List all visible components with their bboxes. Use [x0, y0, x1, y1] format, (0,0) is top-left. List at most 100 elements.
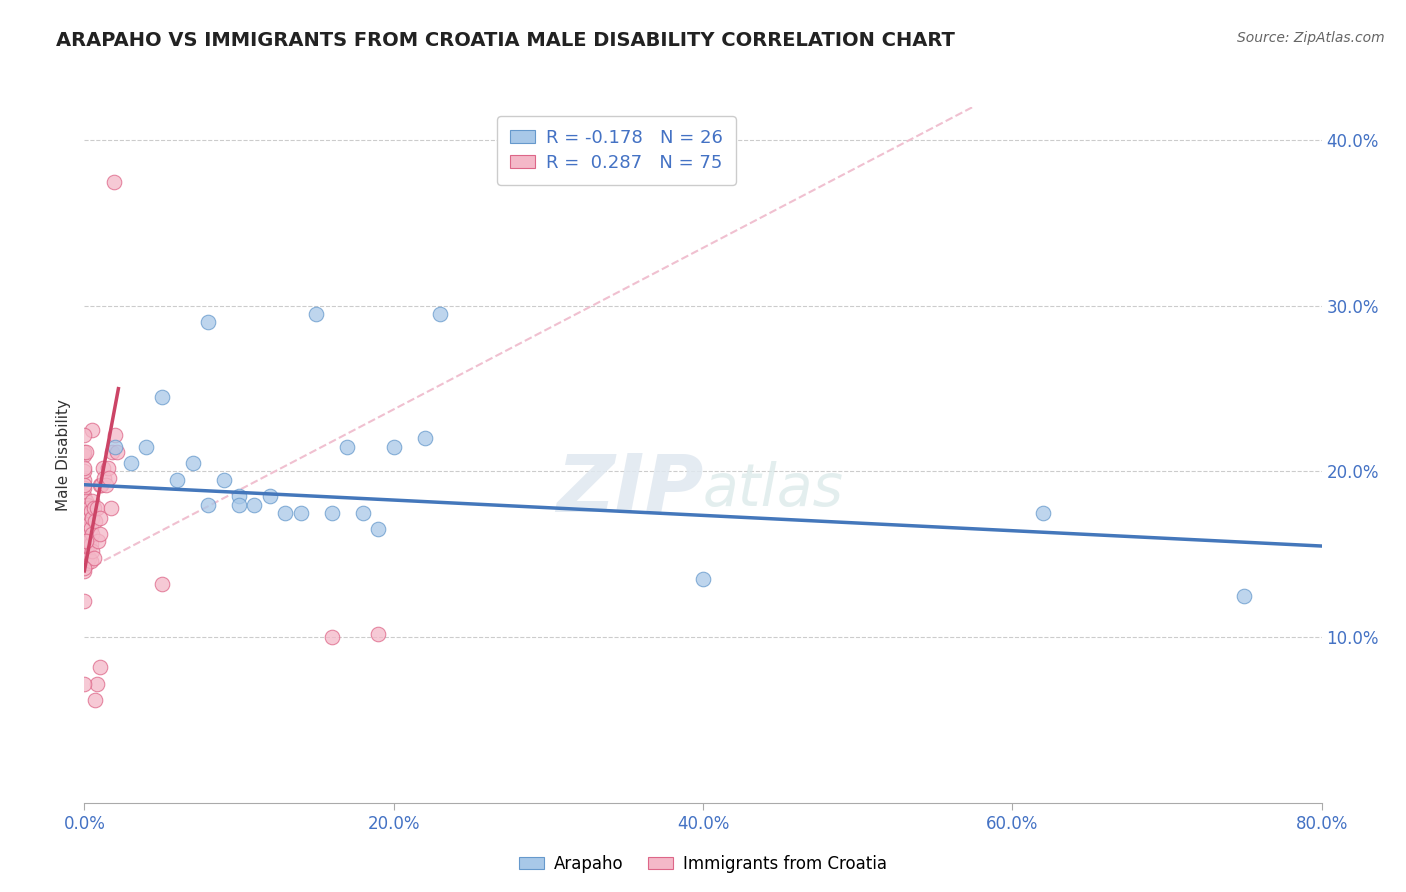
Point	[197, 498, 219, 512]
Point	[150, 577, 173, 591]
Point	[104, 440, 127, 454]
Point	[413, 431, 436, 445]
Point	[105, 444, 128, 458]
Point	[73, 465, 96, 479]
Point	[86, 676, 108, 690]
Point	[73, 444, 96, 458]
Point	[197, 315, 219, 329]
Point	[93, 471, 115, 485]
Point	[76, 498, 98, 512]
Point	[82, 544, 104, 558]
Text: atlas: atlas	[703, 461, 844, 518]
Point	[89, 660, 111, 674]
Point	[103, 175, 125, 189]
Point	[101, 444, 124, 458]
Point	[91, 461, 114, 475]
Point	[76, 506, 98, 520]
Point	[73, 448, 96, 462]
Point	[90, 477, 112, 491]
Point	[89, 477, 111, 491]
Point	[75, 509, 97, 524]
Point	[100, 500, 122, 515]
Point	[76, 539, 98, 553]
Point	[76, 556, 98, 570]
Text: Source: ZipAtlas.com: Source: ZipAtlas.com	[1237, 31, 1385, 45]
Point	[73, 461, 96, 475]
Point	[336, 440, 359, 454]
Point	[75, 534, 97, 549]
Point	[82, 527, 104, 541]
Point	[150, 390, 173, 404]
Point	[73, 514, 96, 528]
Legend: R = -0.178   N = 26, R =  0.287   N = 75: R = -0.178 N = 26, R = 0.287 N = 75	[498, 116, 735, 185]
Point	[274, 506, 297, 520]
Text: ARAPAHO VS IMMIGRANTS FROM CROATIA MALE DISABILITY CORRELATION CHART: ARAPAHO VS IMMIGRANTS FROM CROATIA MALE …	[56, 31, 955, 50]
Point	[73, 676, 96, 690]
Point	[84, 693, 107, 707]
Point	[73, 498, 96, 512]
Point	[77, 500, 100, 515]
Point	[166, 473, 188, 487]
Point	[89, 511, 111, 525]
Point	[76, 523, 98, 537]
Point	[1032, 506, 1054, 520]
Point	[82, 423, 104, 437]
Point	[73, 539, 96, 553]
Point	[97, 461, 120, 475]
Point	[73, 477, 96, 491]
Point	[1233, 589, 1256, 603]
Point	[429, 307, 451, 321]
Point	[290, 506, 312, 520]
Point	[305, 307, 328, 321]
Point	[79, 504, 101, 518]
Point	[228, 498, 250, 512]
Point	[75, 534, 97, 549]
Point	[87, 534, 110, 549]
Point	[79, 554, 101, 568]
Point	[75, 550, 97, 565]
Point	[75, 525, 97, 540]
Point	[73, 428, 96, 442]
Point	[73, 481, 96, 495]
Point	[77, 517, 100, 532]
Point	[73, 523, 96, 537]
Point	[77, 550, 100, 565]
Point	[135, 440, 157, 454]
Point	[83, 500, 105, 515]
Point	[79, 537, 101, 551]
Point	[352, 506, 374, 520]
Point	[73, 506, 96, 520]
Point	[73, 489, 96, 503]
Point	[73, 560, 96, 574]
Point	[321, 630, 343, 644]
Point	[259, 489, 281, 503]
Legend: Arapaho, Immigrants from Croatia: Arapaho, Immigrants from Croatia	[512, 848, 894, 880]
Point	[73, 531, 96, 545]
Point	[75, 494, 97, 508]
Point	[104, 428, 127, 442]
Text: ZIP: ZIP	[555, 450, 703, 529]
Point	[73, 547, 96, 561]
Point	[382, 440, 405, 454]
Point	[120, 456, 142, 470]
Point	[692, 572, 714, 586]
Point	[94, 477, 117, 491]
Point	[89, 527, 111, 541]
Point	[75, 444, 97, 458]
Point	[82, 494, 104, 508]
Point	[73, 506, 96, 520]
Point	[73, 593, 96, 607]
Y-axis label: Male Disability: Male Disability	[56, 399, 72, 511]
Point	[228, 489, 250, 503]
Point	[181, 456, 204, 470]
Point	[75, 517, 97, 532]
Point	[79, 521, 101, 535]
Point	[84, 514, 107, 528]
Point	[86, 500, 108, 515]
Point	[367, 523, 389, 537]
Point	[321, 506, 343, 520]
Point	[73, 556, 96, 570]
Point	[75, 500, 97, 515]
Point	[367, 627, 389, 641]
Point	[98, 471, 121, 485]
